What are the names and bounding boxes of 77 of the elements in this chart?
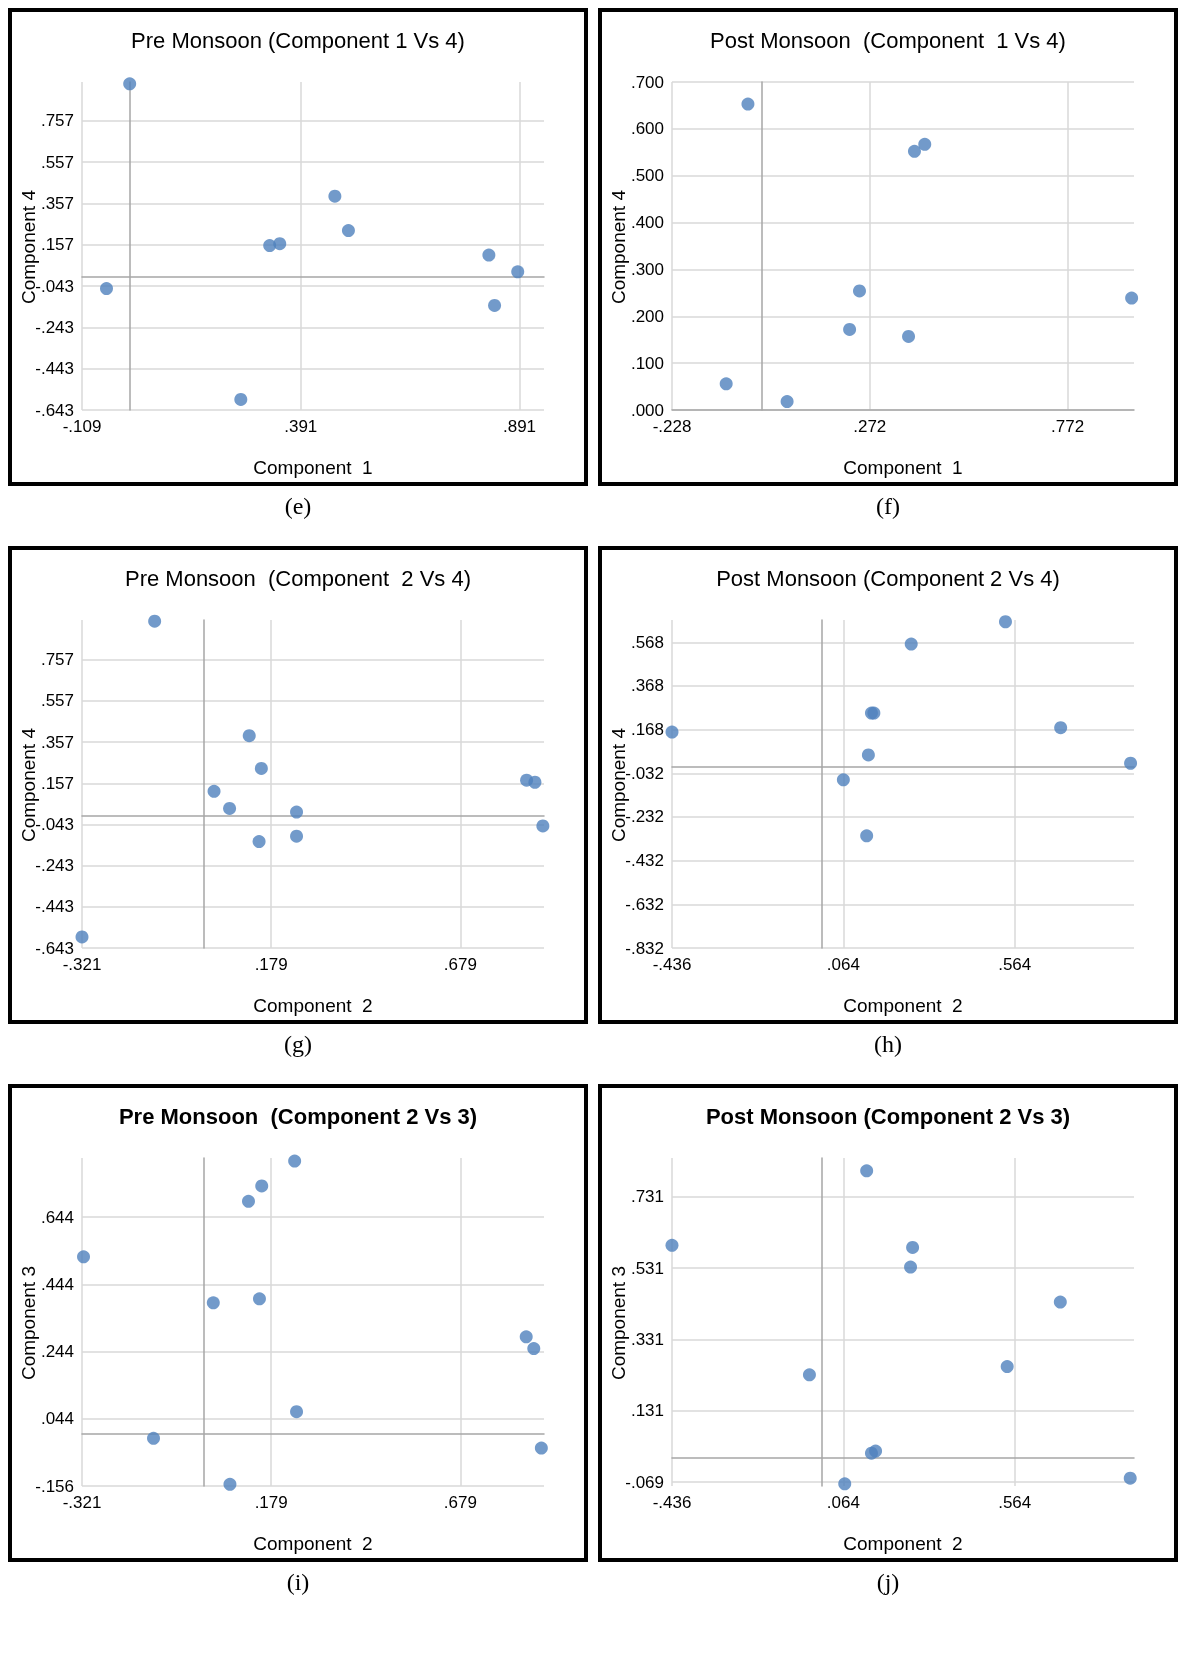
y-axis-title: Component 4 [608, 189, 630, 305]
x-tick-label: -.228 [652, 417, 692, 436]
text: (f) [876, 493, 900, 519]
y-tick-label: .400 [630, 213, 664, 233]
x-axis-title: Component 2 [253, 995, 373, 1016]
y-axis-title: Component 3 [608, 1265, 630, 1381]
y-tick-label: .244 [40, 1342, 74, 1362]
y-tick-label: .557 [40, 691, 74, 711]
x-tick-label: -.321 [62, 1493, 102, 1512]
x-tick-label: -.436 [652, 955, 692, 974]
text: (h) [874, 1031, 902, 1057]
chart-title: Pre Monsoon (Component 2 Vs 3) [118, 1103, 478, 1129]
x-axis-title: Component 2 [253, 1533, 373, 1554]
text: (g) [284, 1031, 312, 1057]
x-axis-title: Component 1 [253, 457, 373, 478]
y-tick-label: .600 [630, 119, 664, 139]
y-tick-label: -.832 [625, 938, 664, 958]
text: (e) [284, 493, 312, 519]
y-tick-label: .557 [40, 152, 74, 172]
y-tick-label: -.432 [625, 851, 664, 871]
x-tick-label: -.321 [62, 955, 102, 974]
chart-title: Post Monsoon (Component 2 Vs 3) [705, 1103, 1071, 1129]
y-tick-label: .757 [40, 111, 74, 131]
text: (j) [876, 1569, 900, 1595]
x-tick-label: .064 [826, 955, 860, 974]
x-tick-label: -.436 [652, 1493, 692, 1512]
x-tick-label: .679 [443, 955, 477, 974]
y-tick-label: -.632 [625, 894, 664, 914]
y-tick-label: .700 [630, 72, 664, 92]
chart-title: Post Monsoon (Component 2 Vs 4) [716, 565, 1060, 591]
y-tick-label: -.643 [35, 400, 74, 420]
y-tick-label: -.243 [35, 856, 74, 876]
y-tick-label: .357 [40, 193, 74, 213]
chart-title: Pre Monsoon (Component 1 Vs 4) [131, 27, 465, 53]
y-axis-title: Component 3 [18, 1265, 40, 1381]
x-tick-label: .891 [502, 417, 537, 436]
text: (i) [286, 1569, 310, 1595]
y-tick-label: .331 [630, 1329, 664, 1349]
chart-title: Pre Monsoon (Component 2 Vs 4) [124, 565, 472, 591]
x-tick-label: .179 [254, 1493, 288, 1512]
x-tick-label: .772 [1051, 417, 1085, 436]
y-tick-label: .444 [40, 1274, 74, 1294]
x-tick-label: .272 [853, 417, 887, 436]
x-tick-label: .179 [254, 955, 288, 974]
chart-title: Post Monsoon (Component 1 Vs 4) [710, 27, 1066, 53]
y-tick-label: .500 [630, 166, 664, 186]
y-tick-label: .644 [40, 1207, 74, 1227]
x-axis-title: Component 2 [843, 995, 963, 1016]
x-tick-label: -.109 [62, 417, 102, 436]
x-tick-label: .064 [826, 1493, 860, 1512]
y-tick-label: .168 [630, 720, 664, 740]
y-tick-label: .000 [630, 400, 664, 420]
y-tick-label: .568 [630, 632, 664, 652]
y-tick-label: .157 [40, 235, 74, 255]
y-tick-label: -.243 [35, 317, 74, 337]
x-tick-label: .564 [998, 955, 1032, 974]
y-tick-label: -.443 [35, 897, 74, 917]
y-tick-label: .044 [40, 1409, 74, 1429]
y-tick-label: .531 [630, 1258, 664, 1278]
x-tick-label: .679 [443, 1493, 477, 1512]
y-tick-label: .100 [630, 353, 664, 373]
x-tick-label: .391 [284, 417, 318, 436]
y-tick-label: .131 [630, 1401, 664, 1421]
y-tick-label: -.643 [35, 938, 74, 958]
y-tick-label: .200 [630, 306, 664, 326]
x-axis-title: Component 1 [843, 457, 963, 478]
y-tick-label: .157 [40, 773, 74, 793]
y-tick-label: .757 [40, 650, 74, 670]
y-tick-label: .368 [630, 676, 664, 696]
y-tick-label: .731 [630, 1187, 664, 1207]
y-tick-label: .357 [40, 732, 74, 752]
y-tick-label: -.156 [35, 1476, 74, 1496]
x-tick-label: .564 [998, 1493, 1032, 1512]
x-axis-title: Component 2 [843, 1533, 963, 1554]
y-tick-label: -.443 [35, 359, 74, 379]
y-tick-label: .300 [630, 259, 664, 279]
y-tick-label: -.069 [625, 1472, 664, 1492]
